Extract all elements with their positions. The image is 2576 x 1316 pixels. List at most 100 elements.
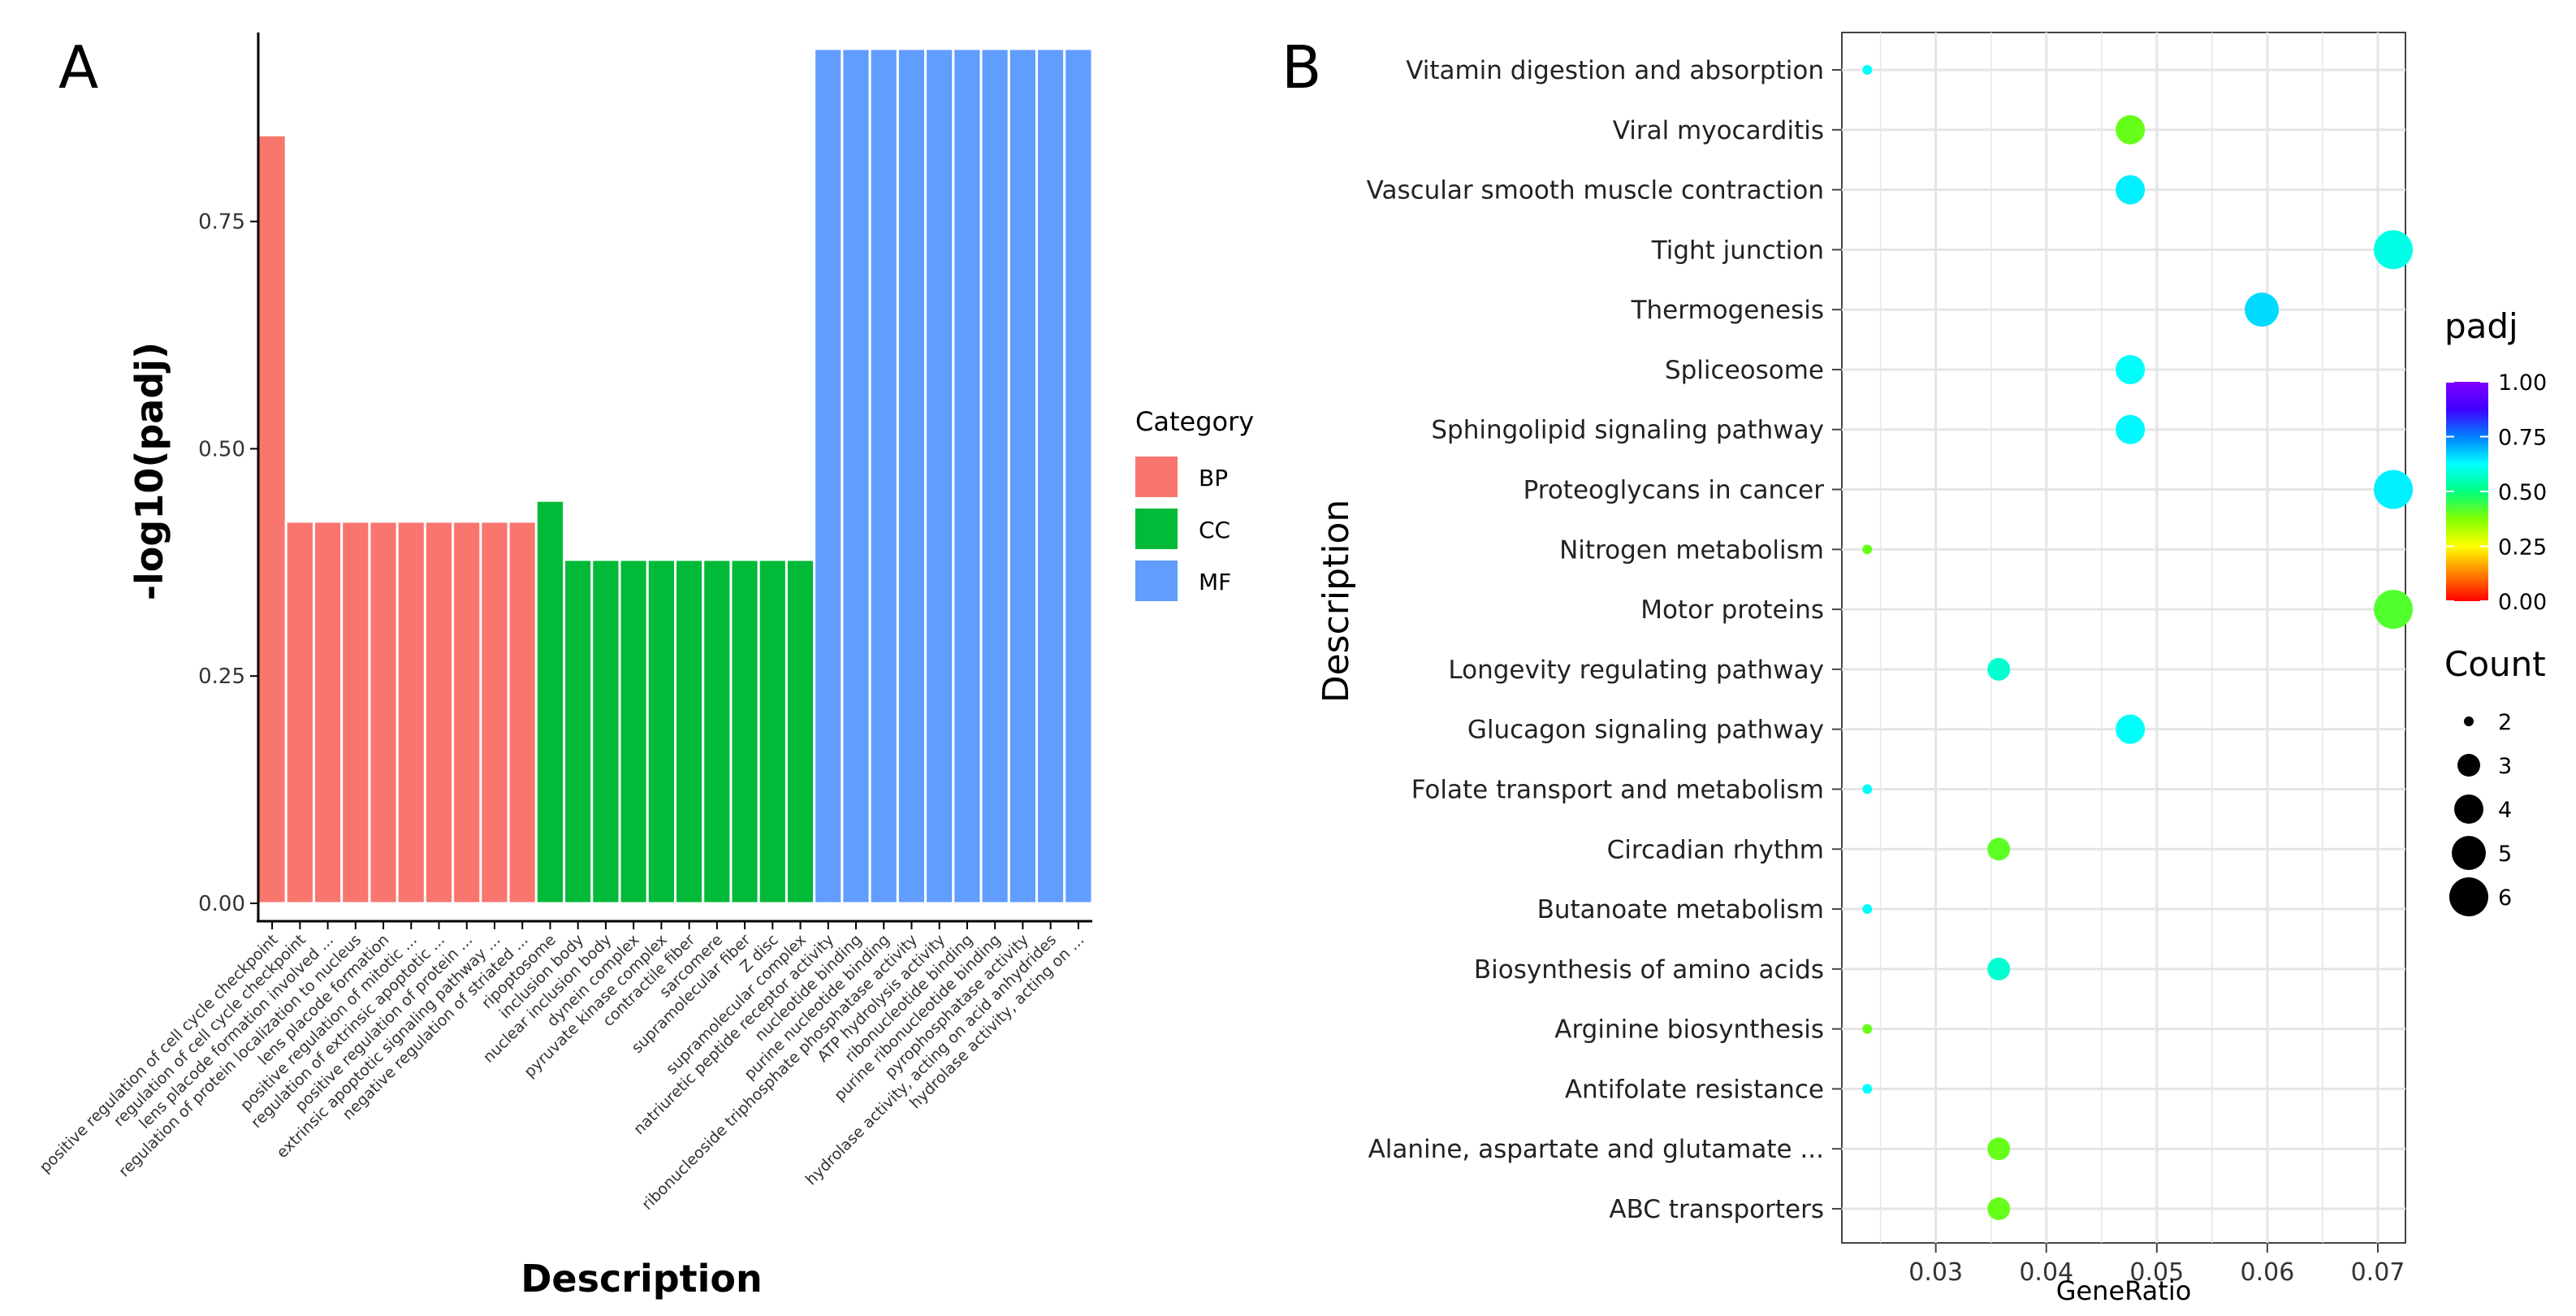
y-tick-label: 0.00	[198, 892, 245, 916]
legend-title: Category	[1135, 406, 1254, 437]
bar	[979, 47, 1010, 905]
size-key	[2452, 836, 2486, 870]
size-label: 4	[2498, 798, 2512, 823]
bar	[340, 520, 371, 905]
point	[1987, 838, 2011, 861]
bar	[452, 520, 482, 905]
bar	[841, 47, 871, 905]
bar	[813, 47, 844, 905]
legend-key	[1135, 561, 1178, 601]
y-tick-label: Tight junction	[1651, 236, 1824, 265]
x-tick-label: 0.05	[2129, 1258, 2184, 1287]
legend-title: Count	[2444, 644, 2546, 684]
bar	[618, 558, 649, 905]
colorbar-tick-label: 0.50	[2498, 480, 2547, 505]
point	[2245, 292, 2280, 327]
bar	[757, 558, 788, 905]
y-tick-label: Alanine, aspartate and glutamate ...	[1368, 1135, 1824, 1164]
bar	[702, 558, 733, 905]
bar	[284, 520, 315, 905]
point	[2116, 354, 2146, 384]
bar	[395, 520, 426, 905]
y-tick-label: Butanoate metabolism	[1537, 895, 1824, 924]
point	[1862, 1024, 1873, 1034]
bar	[590, 558, 621, 905]
y-tick-label: Spliceosome	[1665, 356, 1824, 385]
y-tick-label: Arginine biosynthesis	[1554, 1015, 1824, 1045]
y-tick-label: ABC transporters	[1609, 1195, 1824, 1224]
bar	[1035, 47, 1066, 905]
plot-panel-border	[1841, 32, 2406, 1244]
count-size-legend: Count 2 3 4 5 6	[2444, 644, 2546, 916]
bar	[423, 520, 455, 905]
dot-plot-panel: B Vitamin digestion and absorption Viral …	[1282, 32, 2547, 1306]
bar	[257, 133, 287, 905]
panel-label-b: B	[1282, 33, 1321, 102]
y-tick-label: Sphingolipid signaling pathway	[1431, 416, 1824, 445]
y-tick-label: Motor proteins	[1640, 595, 1824, 625]
bar	[868, 47, 899, 905]
bar	[646, 558, 677, 905]
point	[2116, 714, 2146, 744]
bar	[1063, 47, 1094, 905]
x-axis-title: Description	[521, 1257, 763, 1301]
size-key	[2464, 716, 2474, 726]
bar	[952, 47, 983, 905]
bar	[479, 520, 510, 905]
point	[2374, 470, 2414, 509]
padj-color-legend: padj 0.00 0.25 0.50 0.75 1.00	[2444, 306, 2547, 615]
y-tick-label: Longevity regulating pathway	[1448, 656, 1824, 685]
colorbar-tick-label: 0.25	[2498, 535, 2547, 561]
point	[1862, 65, 1873, 75]
y-tick-label: Vitamin digestion and absorption	[1406, 56, 1824, 85]
y-tick-label: Thermogenesis	[1631, 296, 1824, 325]
colorbar-tick-label: 0.00	[2498, 590, 2547, 615]
x-axis-title: GeneRatio	[2056, 1275, 2192, 1306]
point	[2116, 414, 2146, 444]
point	[1862, 1084, 1873, 1094]
category-legend: Category BP CC MF	[1135, 406, 1254, 601]
point	[1987, 957, 2011, 981]
legend-key	[1135, 457, 1178, 497]
y-tick-label: Vascular smooth muscle contraction	[1367, 176, 1824, 206]
y-tick-label: Circadian rhythm	[1607, 835, 1824, 864]
x-tick-label: 0.07	[2351, 1258, 2405, 1287]
bar	[784, 558, 816, 905]
colorbar-tick-label: 0.75	[2498, 426, 2547, 451]
point	[1862, 904, 1873, 915]
x-tick-label: 0.06	[2241, 1258, 2295, 1287]
y-tick-label: 0.25	[198, 664, 245, 689]
size-label: 6	[2498, 885, 2512, 911]
y-axis-title: -log10(padj)	[128, 342, 171, 600]
y-tick-label: Glucagon signaling pathway	[1467, 716, 1824, 745]
point	[1987, 1137, 2011, 1161]
point	[1862, 784, 1873, 794]
bar	[1007, 47, 1039, 905]
y-tick-label: Viral myocarditis	[1613, 116, 1824, 145]
bar	[507, 520, 538, 905]
legend-label: MF	[1199, 569, 1231, 595]
y-tick-label: Nitrogen metabolism	[1559, 535, 1824, 565]
legend-title: padj	[2444, 306, 2518, 346]
point	[1987, 657, 2011, 681]
colorbar-tick-label: 1.00	[2498, 370, 2547, 396]
size-label: 2	[2498, 710, 2512, 735]
point	[1862, 544, 1873, 555]
x-tick-label: 0.04	[2019, 1258, 2073, 1287]
point	[2374, 230, 2414, 270]
y-tick-label: Antifolate resistance	[1565, 1075, 1824, 1104]
size-key	[2457, 754, 2480, 777]
y-tick-label: 0.75	[198, 210, 245, 235]
y-axis-title: Description	[1316, 500, 1357, 703]
point	[2374, 590, 2414, 630]
bar	[563, 558, 594, 905]
size-label: 5	[2498, 842, 2512, 867]
bar	[312, 520, 344, 905]
point	[1987, 1197, 2011, 1220]
bar	[674, 558, 705, 905]
bar	[729, 558, 760, 905]
bar	[534, 499, 566, 905]
y-tick-label: 0.50	[198, 437, 245, 461]
y-tick-label: Proteoglycans in cancer	[1524, 476, 1825, 505]
